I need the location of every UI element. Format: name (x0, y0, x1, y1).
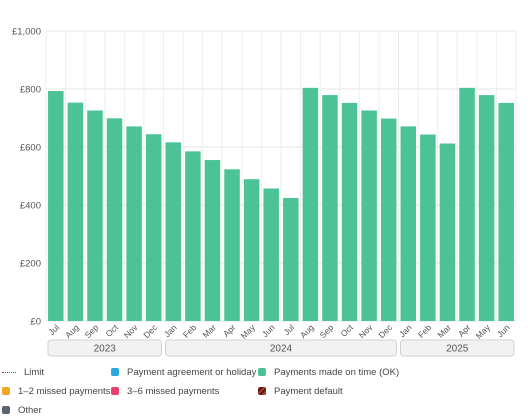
bar (361, 110, 377, 322)
bar (126, 126, 142, 321)
payment-agreement-swatch-icon (111, 368, 119, 376)
x-tick-label: Nov (122, 322, 140, 340)
bar (420, 134, 436, 321)
bar (400, 126, 417, 321)
legend-item-other: Other (2, 402, 42, 418)
year-group-box (165, 339, 397, 357)
legend-label: Limit (24, 366, 45, 378)
bar (185, 151, 201, 321)
legend-item-payments-on-time: Payments made on time (OK) (258, 364, 399, 380)
x-tick-label: Jul (281, 322, 296, 337)
limit-line-icon (2, 371, 16, 373)
year-groups: 2023 2024 2025 (47, 339, 515, 357)
legend-item-payment-agreement: Payment agreement or holiday (111, 364, 256, 380)
payment-default-swatch-icon (258, 387, 266, 395)
chart-grid (45, 30, 517, 322)
legend-item-payment-default: Payment default (258, 383, 343, 399)
x-tick-label: Aug (63, 322, 81, 340)
missed-1-2-swatch-icon (2, 387, 10, 395)
bar (263, 188, 279, 321)
bar (87, 110, 103, 322)
y-axis: £0 £200 £400 £600 £800 £1,000 (12, 27, 41, 328)
legend-item-3-6-missed: 3–6 missed payments (111, 383, 219, 399)
year-group-box (400, 339, 515, 357)
bar (204, 160, 221, 321)
x-tick-label: Jan (162, 322, 179, 339)
x-tick-label: Nov (357, 322, 375, 340)
y-tick-label: £600 (20, 143, 41, 154)
x-tick-label: May (474, 322, 493, 341)
bar (67, 102, 84, 321)
x-tick-label: Oct (339, 322, 356, 339)
x-tick-label: Jul (46, 322, 61, 337)
x-tick-label: May (239, 322, 258, 341)
bar (145, 134, 162, 321)
year-group-label: 2024 (270, 344, 293, 355)
y-tick-label: £200 (20, 259, 41, 270)
x-tick-label: Mar (200, 322, 218, 340)
bar (498, 102, 514, 321)
x-tick-label: Jun (260, 322, 277, 339)
bar (224, 169, 240, 321)
bar (283, 198, 299, 321)
x-tick-label: Sep (318, 322, 336, 340)
bar (459, 87, 475, 321)
missed-3-6-swatch-icon (111, 387, 119, 395)
bar-series (48, 87, 514, 322)
legend-item-1-2-missed: 1–2 missed payments (2, 383, 110, 399)
year-group-box (47, 339, 162, 357)
chart-legend: Limit Payment agreement or holiday Payme… (0, 362, 528, 420)
legend-label: 3–6 missed payments (127, 385, 220, 397)
y-tick-label: £1,000 (12, 27, 41, 38)
y-tick-label: £400 (20, 201, 41, 212)
x-tick-label: Aug (298, 322, 316, 340)
y-tick-label: £0 (30, 317, 41, 328)
bar (478, 95, 495, 321)
bar (322, 95, 338, 321)
x-axis: Jul Aug Sep Oct Nov Dec Jan Feb Mar Apr May Jun Jul A… (46, 322, 511, 341)
bar (243, 179, 260, 321)
year-group-label: 2023 (94, 344, 117, 355)
bar (439, 143, 456, 321)
bar (380, 118, 397, 321)
bar (165, 142, 182, 321)
other-swatch-icon (2, 406, 10, 414)
legend-label: Payment agreement or holiday (127, 366, 257, 378)
legend-label: Payment default (274, 385, 343, 397)
legend-item-limit: Limit (2, 364, 44, 380)
legend-label: 1–2 missed payments (18, 385, 111, 397)
year-group-label: 2025 (446, 344, 469, 355)
x-tick-label: Dec (376, 322, 394, 340)
x-tick-label: Feb (181, 322, 199, 340)
legend-label: Payments made on time (OK) (274, 366, 400, 378)
y-tick-label: £800 (20, 85, 41, 96)
legend-label: Other (18, 404, 42, 416)
x-tick-label: Jan (397, 322, 414, 339)
x-tick-label: Mar (435, 322, 453, 340)
x-tick-label: Dec (141, 322, 159, 340)
bar (48, 91, 64, 321)
x-tick-label: Apr (221, 322, 238, 339)
x-tick-label: Sep (83, 322, 101, 340)
x-tick-label: Feb (416, 322, 434, 340)
x-tick-label: Jun (495, 322, 512, 339)
bar (302, 87, 319, 321)
payments-on-time-swatch-icon (258, 368, 266, 376)
bar (106, 118, 123, 321)
bar (341, 102, 358, 321)
x-tick-label: Apr (456, 322, 473, 339)
x-tick-label: Oct (104, 322, 121, 339)
